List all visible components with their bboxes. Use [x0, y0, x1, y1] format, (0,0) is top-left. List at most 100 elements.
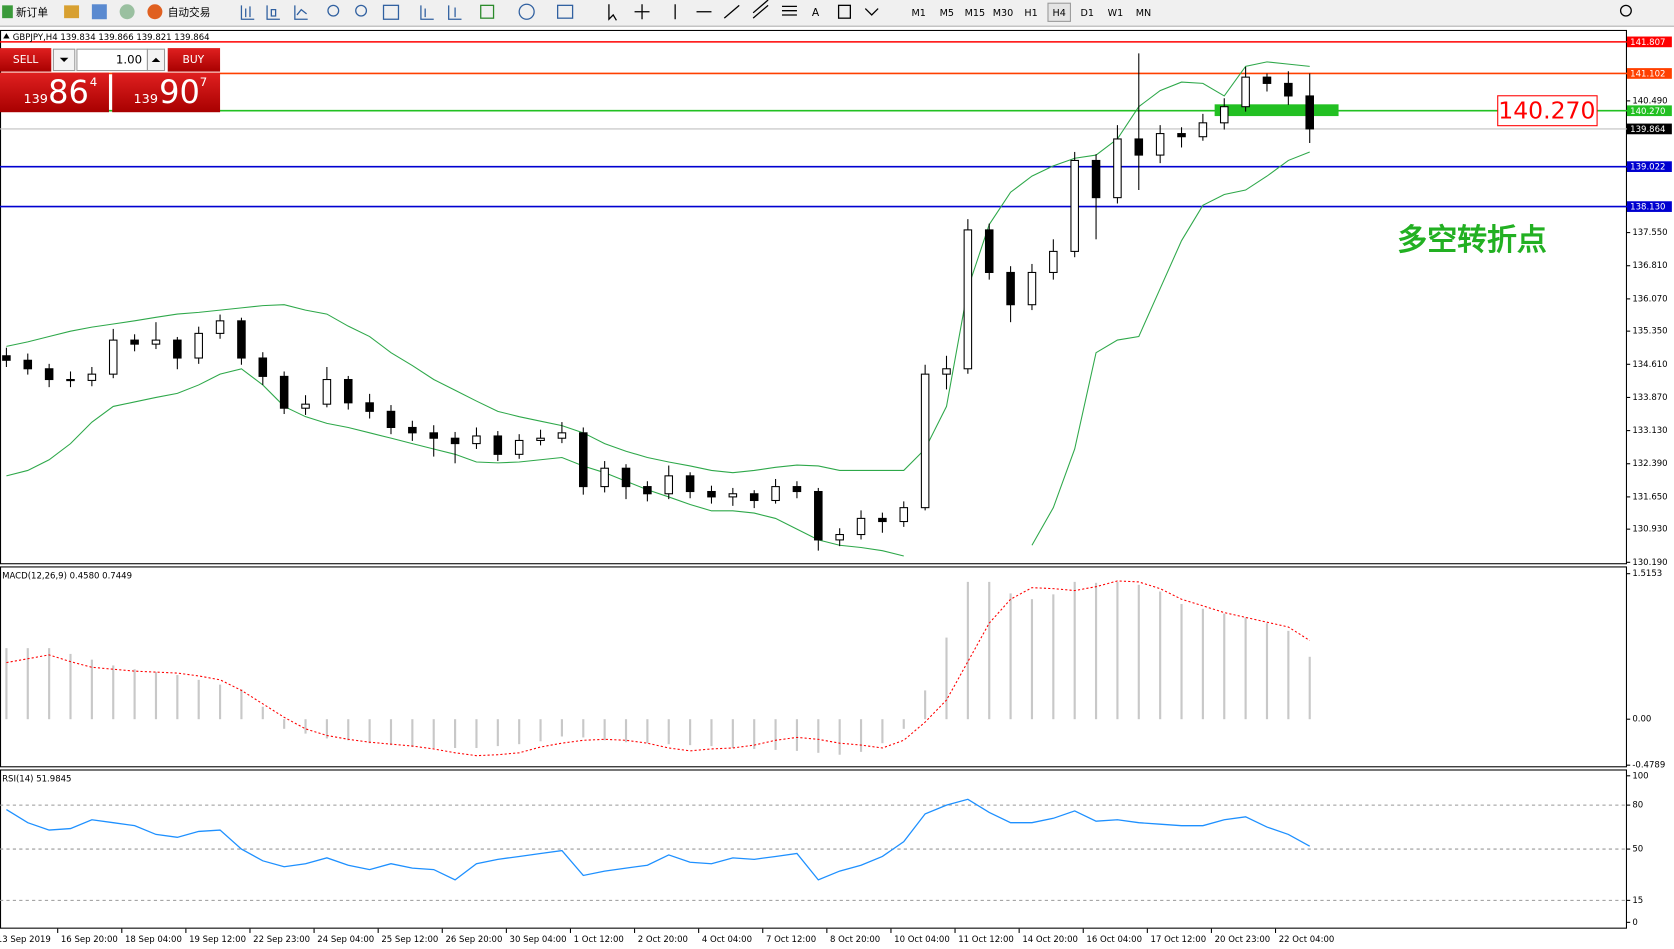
price-level-label: 140.270 [1630, 107, 1665, 117]
icon[interactable] [355, 4, 368, 17]
candle-body [621, 467, 631, 488]
timeframe-button[interactable]: H1 [1024, 8, 1037, 19]
icon[interactable] [864, 8, 879, 16]
macd-bar [582, 719, 585, 738]
text-tool[interactable]: A [812, 6, 820, 19]
candle-body [1006, 271, 1015, 306]
y-tick-label: 0.00 [1632, 715, 1651, 725]
icon[interactable] [240, 5, 255, 20]
timeframe-button[interactable]: M5 [940, 8, 954, 19]
y-tick-label: 80 [1632, 801, 1643, 811]
y-tick-label: 135.350 [1632, 327, 1667, 337]
main-pane [0, 41, 1627, 557]
candle-body [279, 375, 289, 409]
candle-body [450, 437, 460, 445]
current-price-tag [1626, 123, 1672, 135]
macd-bar [1094, 582, 1098, 720]
macd-bar [1116, 581, 1119, 720]
macd-bar [1009, 593, 1012, 720]
macd-bar [218, 684, 222, 720]
macd-bar [389, 719, 393, 746]
macd-bar [261, 706, 264, 720]
price-level-label: 139.022 [1630, 163, 1665, 173]
tool-icons [240, 0, 1632, 21]
timeframe-button[interactable]: MN [1136, 8, 1151, 19]
timeframe-button[interactable]: W1 [1108, 8, 1124, 19]
icon[interactable] [557, 4, 574, 19]
macd-bar [1244, 617, 1247, 720]
new-order-button[interactable]: 新订单 [2, 5, 48, 19]
candle-body [66, 378, 75, 382]
candle-body [493, 435, 503, 455]
sell-price-box[interactable] [0, 72, 109, 113]
candle-body [44, 368, 54, 381]
candle-body [749, 493, 759, 502]
auto-trading-button[interactable]: 自动交易 [147, 4, 210, 20]
icon[interactable] [327, 4, 340, 17]
macd-bar [240, 689, 243, 720]
candle-body [87, 373, 97, 381]
timeframe-bar: M1 M5 M15 M30 H1 H4 D1 W1 MN [912, 8, 1152, 19]
macd-bar [924, 690, 927, 720]
x-tick-label: 19 Sep 12:00 [189, 935, 246, 945]
candle-body [1049, 250, 1058, 273]
macd-bar [859, 719, 863, 752]
x-tick-label: 20 Oct 23:00 [1215, 935, 1271, 945]
timeframe-button[interactable]: D1 [1081, 8, 1095, 19]
icon[interactable] [837, 4, 851, 19]
x-tick-label: 8 Oct 20:00 [830, 935, 880, 945]
macd-bar [1137, 584, 1140, 720]
timeframe-button[interactable]: H4 [1053, 8, 1066, 19]
icon[interactable] [119, 4, 135, 20]
candle-body [1219, 106, 1229, 124]
level-callout: 140.270 [1498, 96, 1595, 124]
candle-body [1091, 159, 1101, 199]
macd-bar [1223, 613, 1226, 720]
x-tick-label: 18 Sep 04:00 [125, 935, 182, 945]
timeframe-button[interactable]: M30 [993, 8, 1014, 19]
timeframe-button[interactable]: M15 [965, 8, 986, 19]
candle-body [1113, 138, 1122, 199]
search-icon[interactable] [1619, 4, 1632, 17]
macd-bar [1201, 608, 1204, 720]
icon[interactable] [64, 5, 80, 19]
price-level-tag [1626, 36, 1672, 48]
macd-bar [774, 719, 777, 750]
icon[interactable] [480, 4, 495, 19]
auto-trading-icon [147, 4, 163, 20]
y-tick-label: 130.190 [1632, 558, 1667, 568]
y-tick-label: 130.930 [1632, 525, 1667, 535]
dropdown-arrow [59, 57, 69, 62]
icon[interactable] [294, 5, 308, 20]
macd-bar [176, 675, 179, 720]
candle-body [984, 229, 994, 273]
candle-body [557, 432, 567, 439]
price-level-tag [1626, 105, 1672, 117]
icon[interactable] [91, 4, 107, 20]
icon[interactable] [723, 4, 740, 19]
macd-bar [817, 719, 820, 753]
candle-body [792, 486, 802, 493]
sell-label: SELL [13, 53, 38, 66]
icon[interactable] [608, 4, 617, 21]
icon[interactable] [382, 4, 400, 20]
candle-body [1155, 133, 1165, 156]
icon[interactable] [634, 4, 650, 20]
buy-button[interactable] [167, 48, 221, 72]
icon[interactable] [420, 5, 434, 20]
pane-frames [0, 29, 1627, 929]
icon[interactable] [518, 3, 535, 20]
timeframe-button[interactable]: M1 [912, 8, 926, 19]
macd-bar [560, 719, 563, 737]
candle-body [23, 359, 33, 370]
sell-button[interactable] [0, 48, 52, 72]
buy-price-box[interactable] [112, 72, 221, 113]
icon[interactable] [448, 5, 462, 20]
macd-bar [1180, 603, 1183, 720]
icon[interactable] [752, 0, 769, 19]
x-tick-label: 1 Oct 12:00 [574, 935, 624, 945]
price-axis: 130.190 130.930 131.650 132.390 133.130 133.8… [1626, 36, 1672, 568]
icon[interactable] [266, 5, 280, 20]
icon[interactable] [781, 5, 797, 16]
